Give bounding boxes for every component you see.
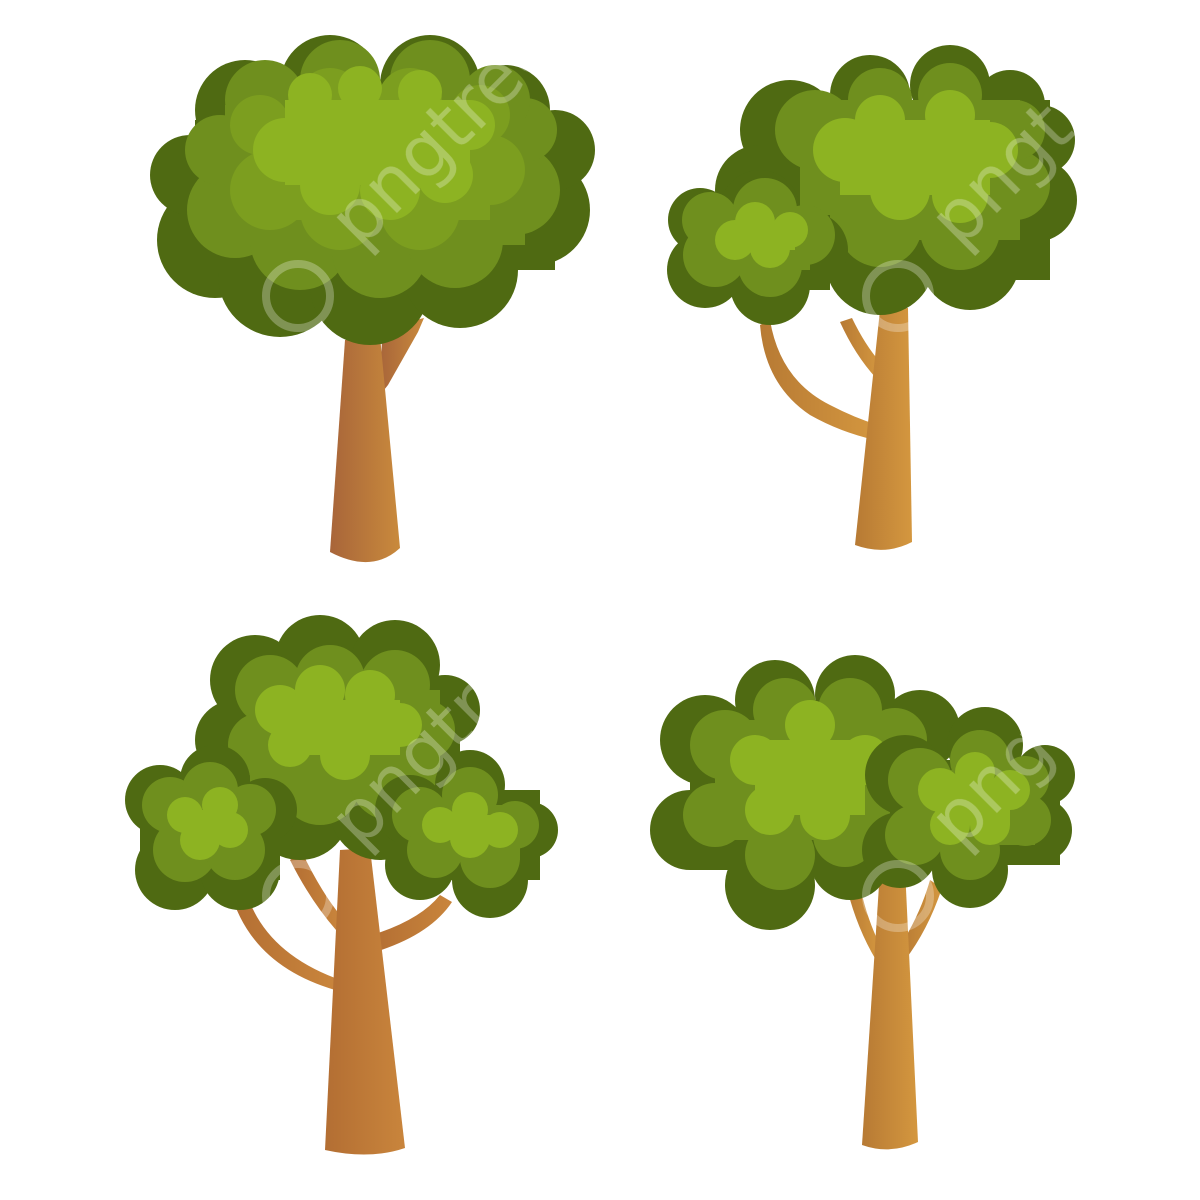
canopy-right [375, 750, 558, 918]
trunk [230, 848, 452, 1155]
tree-top-right [667, 45, 1077, 550]
pngtree-logo-icon [262, 260, 934, 932]
canopy-front [862, 707, 1075, 908]
trunk [760, 308, 912, 550]
canopy-front [667, 170, 848, 325]
trunk [330, 318, 424, 563]
canopy-back [650, 655, 960, 930]
canopy-left [125, 745, 297, 910]
tree-bottom-left [125, 615, 558, 1155]
tree-bottom-right [650, 655, 1075, 1150]
tree-top-left [150, 35, 595, 563]
canopy [150, 35, 595, 345]
